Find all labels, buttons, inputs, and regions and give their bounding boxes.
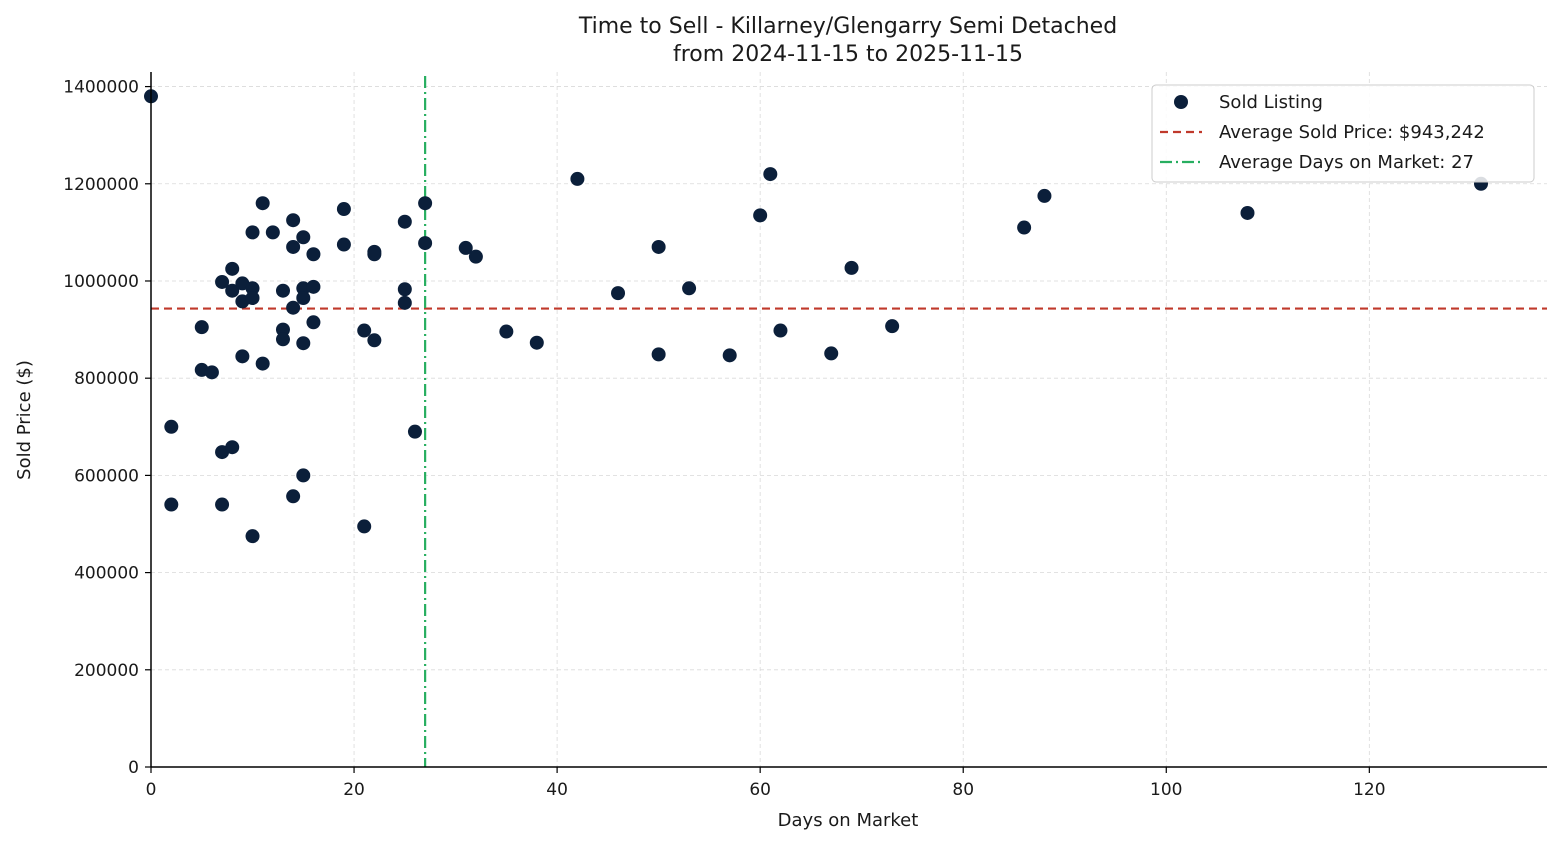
data-point bbox=[418, 236, 433, 251]
data-point bbox=[245, 281, 260, 296]
data-point bbox=[468, 249, 483, 264]
x-tick-label: 40 bbox=[546, 780, 568, 800]
data-point bbox=[296, 468, 311, 483]
data-point bbox=[275, 322, 290, 337]
data-point bbox=[844, 260, 859, 275]
chart-title: Time to Sell - Killarney/Glengarry Semi … bbox=[578, 14, 1117, 39]
data-point bbox=[1017, 220, 1032, 235]
legend-box bbox=[1151, 84, 1535, 183]
data-point bbox=[164, 497, 179, 512]
data-point bbox=[275, 283, 290, 298]
data-point bbox=[255, 196, 270, 211]
data-point bbox=[357, 519, 372, 534]
y-tick-label: 400000 bbox=[74, 564, 139, 584]
data-point bbox=[215, 274, 230, 289]
data-point bbox=[773, 323, 788, 338]
x-ticks: 0 20 40 60 80 100 120 bbox=[146, 767, 1386, 800]
data-point bbox=[763, 167, 778, 182]
chart-subtitle: from 2024-11-15 to 2025-11-15 bbox=[673, 42, 1023, 67]
data-point bbox=[225, 261, 240, 276]
axes bbox=[150, 72, 1547, 768]
data-point bbox=[245, 225, 260, 240]
data-point bbox=[225, 283, 240, 298]
data-point bbox=[611, 286, 626, 301]
data-point bbox=[651, 347, 666, 362]
data-point bbox=[306, 247, 321, 262]
data-point bbox=[255, 356, 270, 371]
data-point bbox=[336, 202, 351, 217]
y-tick-label: 600000 bbox=[74, 466, 139, 486]
data-point bbox=[286, 239, 301, 254]
data-point bbox=[458, 240, 473, 255]
x-tick-label: 20 bbox=[343, 780, 365, 800]
legend-label-sold-listing: Sold Listing bbox=[1219, 92, 1323, 113]
y-tick-label: 1200000 bbox=[63, 175, 139, 195]
data-point bbox=[885, 319, 900, 334]
x-tick-label: 120 bbox=[1353, 780, 1385, 800]
data-point bbox=[397, 214, 412, 229]
data-point bbox=[286, 300, 301, 315]
data-point bbox=[194, 320, 209, 335]
data-point bbox=[306, 279, 321, 294]
y-tick-label: 200000 bbox=[74, 661, 139, 681]
data-point bbox=[357, 323, 372, 338]
y-tick-label: 800000 bbox=[74, 369, 139, 389]
data-point bbox=[204, 365, 219, 380]
x-tick-label: 100 bbox=[1150, 780, 1182, 800]
data-point bbox=[407, 424, 422, 439]
y-axis-label: Sold Price ($) bbox=[14, 360, 35, 480]
x-axis-label: Days on Market bbox=[778, 810, 919, 831]
data-point bbox=[824, 346, 839, 361]
data-point bbox=[286, 489, 301, 504]
data-point bbox=[164, 419, 179, 434]
data-point bbox=[367, 247, 382, 262]
data-point bbox=[215, 497, 230, 512]
data-point bbox=[235, 349, 250, 364]
x-tick-label: 60 bbox=[749, 780, 771, 800]
legend-label-average-days: Average Days on Market: 27 bbox=[1219, 152, 1474, 173]
legend-marker-sold-listing bbox=[1174, 95, 1188, 109]
data-point bbox=[682, 281, 697, 296]
data-point bbox=[296, 336, 311, 351]
data-point bbox=[296, 290, 311, 305]
data-point bbox=[397, 295, 412, 310]
data-point bbox=[753, 208, 768, 223]
reference-lines bbox=[151, 76, 1547, 767]
y-tick-label: 0 bbox=[128, 758, 139, 778]
data-point bbox=[499, 324, 514, 339]
data-point bbox=[570, 171, 585, 186]
data-point bbox=[367, 333, 382, 348]
data-point bbox=[306, 315, 321, 330]
y-ticks: 0 200000 400000 600000 800000 1000000 1200000 1… bbox=[63, 78, 151, 778]
x-tick-label: 0 bbox=[146, 780, 157, 800]
data-point bbox=[651, 239, 666, 254]
data-points bbox=[144, 89, 1489, 544]
data-point bbox=[418, 196, 433, 211]
legend: Sold Listing Average Sold Price: $943,24… bbox=[1151, 84, 1535, 183]
data-point bbox=[1037, 188, 1052, 203]
data-point bbox=[275, 332, 290, 347]
data-point bbox=[1240, 205, 1255, 220]
y-tick-label: 1400000 bbox=[63, 78, 139, 98]
y-tick-label: 1000000 bbox=[63, 272, 139, 292]
data-point bbox=[286, 213, 301, 228]
x-tick-label: 80 bbox=[952, 780, 974, 800]
data-point bbox=[245, 529, 260, 544]
data-point bbox=[529, 335, 544, 350]
data-point bbox=[296, 230, 311, 245]
data-point bbox=[397, 282, 412, 297]
data-point bbox=[225, 440, 240, 455]
data-point bbox=[336, 237, 351, 252]
data-point bbox=[722, 348, 737, 363]
data-point bbox=[265, 225, 280, 240]
data-point bbox=[245, 290, 260, 305]
legend-label-average-price: Average Sold Price: $943,242 bbox=[1219, 122, 1485, 143]
